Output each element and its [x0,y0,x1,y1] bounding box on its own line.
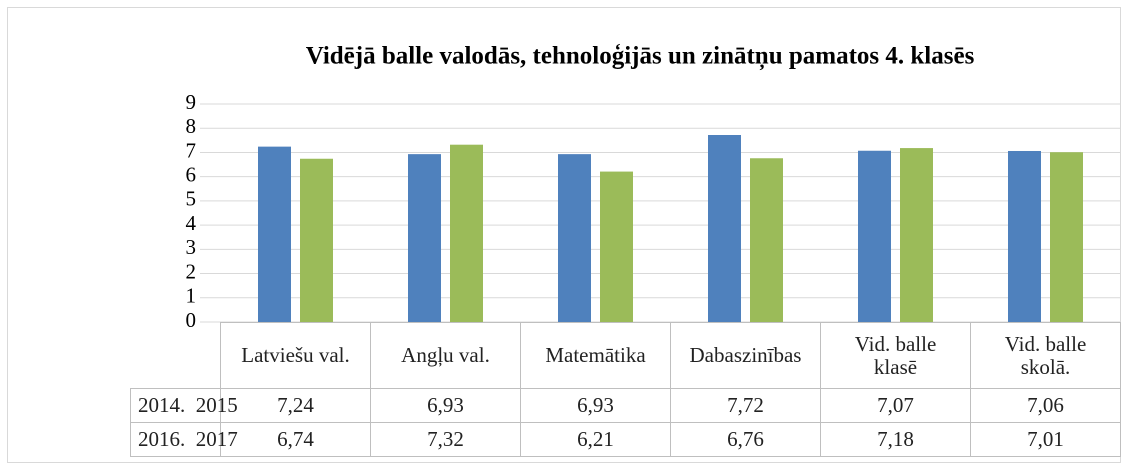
y-tick-label: 8 [186,114,197,138]
value-cell: 7,01 [970,422,1121,457]
category-cell: Dabaszinības [670,322,821,389]
legend-cell: 2016. 2017 [130,422,238,457]
value-cell: 7,18 [820,422,971,457]
bar [600,171,633,322]
y-tick-label: 9 [186,90,197,114]
y-tick-label: 5 [186,187,197,211]
chart-title: Vidējā balle valodās, tehnoloģijās un zi… [306,43,975,71]
bar [558,154,591,322]
legend-label: 2014. 2015 [138,393,238,417]
value-cell: 7,32 [370,422,521,457]
y-tick-label: 4 [186,211,197,235]
bar [1008,150,1041,322]
y-tick-label: 2 [186,259,197,283]
y-tick-label: 0 [186,308,197,332]
category-cell: Angļu val. [370,322,521,389]
bar [258,146,291,322]
value-cell: 6,93 [520,388,671,423]
chart-frame [7,7,1121,463]
y-tick-label: 7 [186,138,197,162]
bar [300,158,333,322]
bar [858,150,891,322]
bar [1050,152,1083,322]
category-cell: Vid. balle klasē [820,322,971,389]
value-cell: 6,93 [370,388,521,423]
bar [750,158,783,322]
y-tick-label: 3 [186,235,197,259]
bar [450,144,483,322]
bar [708,135,741,322]
value-cell: 6,74 [220,422,371,457]
category-cell: Latviešu val. [220,322,371,389]
bar [408,154,441,322]
y-tick-label: 6 [186,162,197,186]
y-tick-label: 1 [186,284,197,308]
category-cell: Vid. balle skolā. [970,322,1121,389]
value-cell: 7,07 [820,388,971,423]
value-cell: 6,76 [670,422,821,457]
legend-cell: 2014. 2015 [130,388,238,423]
value-cell: 7,06 [970,388,1121,423]
value-cell: 7,24 [220,388,371,423]
category-cell: Matemātika [520,322,671,389]
bar [900,148,933,322]
legend-label: 2016. 2017 [138,427,238,451]
value-cell: 6,21 [520,422,671,457]
value-cell: 7,72 [670,388,821,423]
